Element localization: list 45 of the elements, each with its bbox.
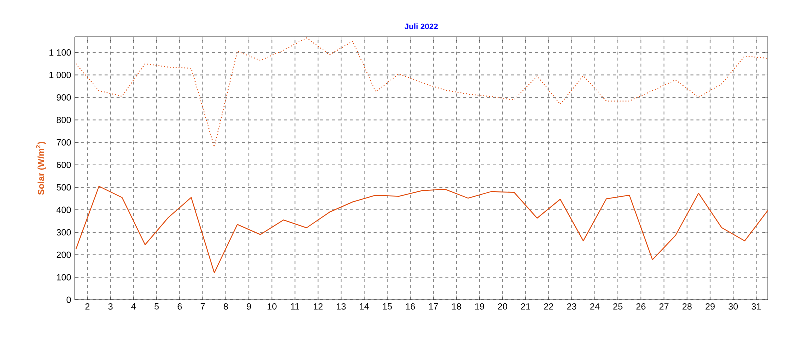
y-tick-label: 800: [56, 116, 72, 124]
x-tick-label: 14: [360, 304, 370, 310]
x-tick-label: 16: [406, 304, 416, 310]
x-tick-label: 19: [475, 304, 484, 310]
line-series: [76, 186, 768, 274]
x-tick-label: 21: [521, 304, 530, 310]
y-tick-label: 400: [56, 206, 72, 214]
x-tick-label: 30: [728, 304, 738, 310]
x-tick-label: 29: [706, 304, 715, 310]
x-tick-label: 5: [154, 304, 159, 310]
x-tick-label: 13: [337, 304, 346, 310]
x-tick-label: 27: [660, 304, 669, 310]
x-tick-label: 25: [614, 304, 623, 310]
x-tick-label: 20: [498, 304, 508, 310]
x-tick-label: 22: [544, 304, 554, 310]
y-axis-title: Solar (W/m$^{2}$): [36, 142, 46, 196]
y-tick-label: 900: [56, 94, 72, 101]
y-tick-label: 1 000: [50, 72, 72, 78]
x-tick-label: 3: [108, 304, 113, 310]
x-tick-label: 17: [429, 304, 438, 310]
x-tick-label: 8: [224, 304, 228, 310]
y-tick-label: 700: [56, 139, 72, 146]
x-tick-label: 7: [200, 304, 206, 310]
y-tick-label: 500: [56, 184, 72, 191]
x-tick-label: 12: [314, 304, 323, 310]
y-tick-label: 300: [56, 229, 72, 236]
y-tick-label: 200: [56, 252, 72, 258]
x-tick-label: 10: [268, 304, 277, 310]
y-tick-label: 1 100: [50, 50, 72, 56]
x-tick-label: 9: [247, 304, 252, 310]
y-tick-label: 100: [57, 274, 72, 281]
x-tick-label: 2: [86, 304, 90, 310]
x-tick-label: 31: [752, 304, 762, 310]
x-tick-label: 18: [452, 304, 462, 310]
line-series: [76, 38, 768, 148]
x-tick-label: 26: [636, 304, 646, 310]
x-tick-label: 28: [682, 304, 692, 310]
x-tick-label: 11: [291, 304, 300, 310]
x-tick-label: 6: [178, 304, 182, 310]
x-tick-label: 15: [383, 304, 392, 310]
y-tick-label: 600: [56, 162, 72, 168]
x-tick-label: 23: [567, 304, 577, 310]
y-tick-label: 0: [66, 296, 72, 304]
x-tick-label: 4: [132, 304, 136, 310]
x-tick-label: 24: [590, 304, 600, 310]
